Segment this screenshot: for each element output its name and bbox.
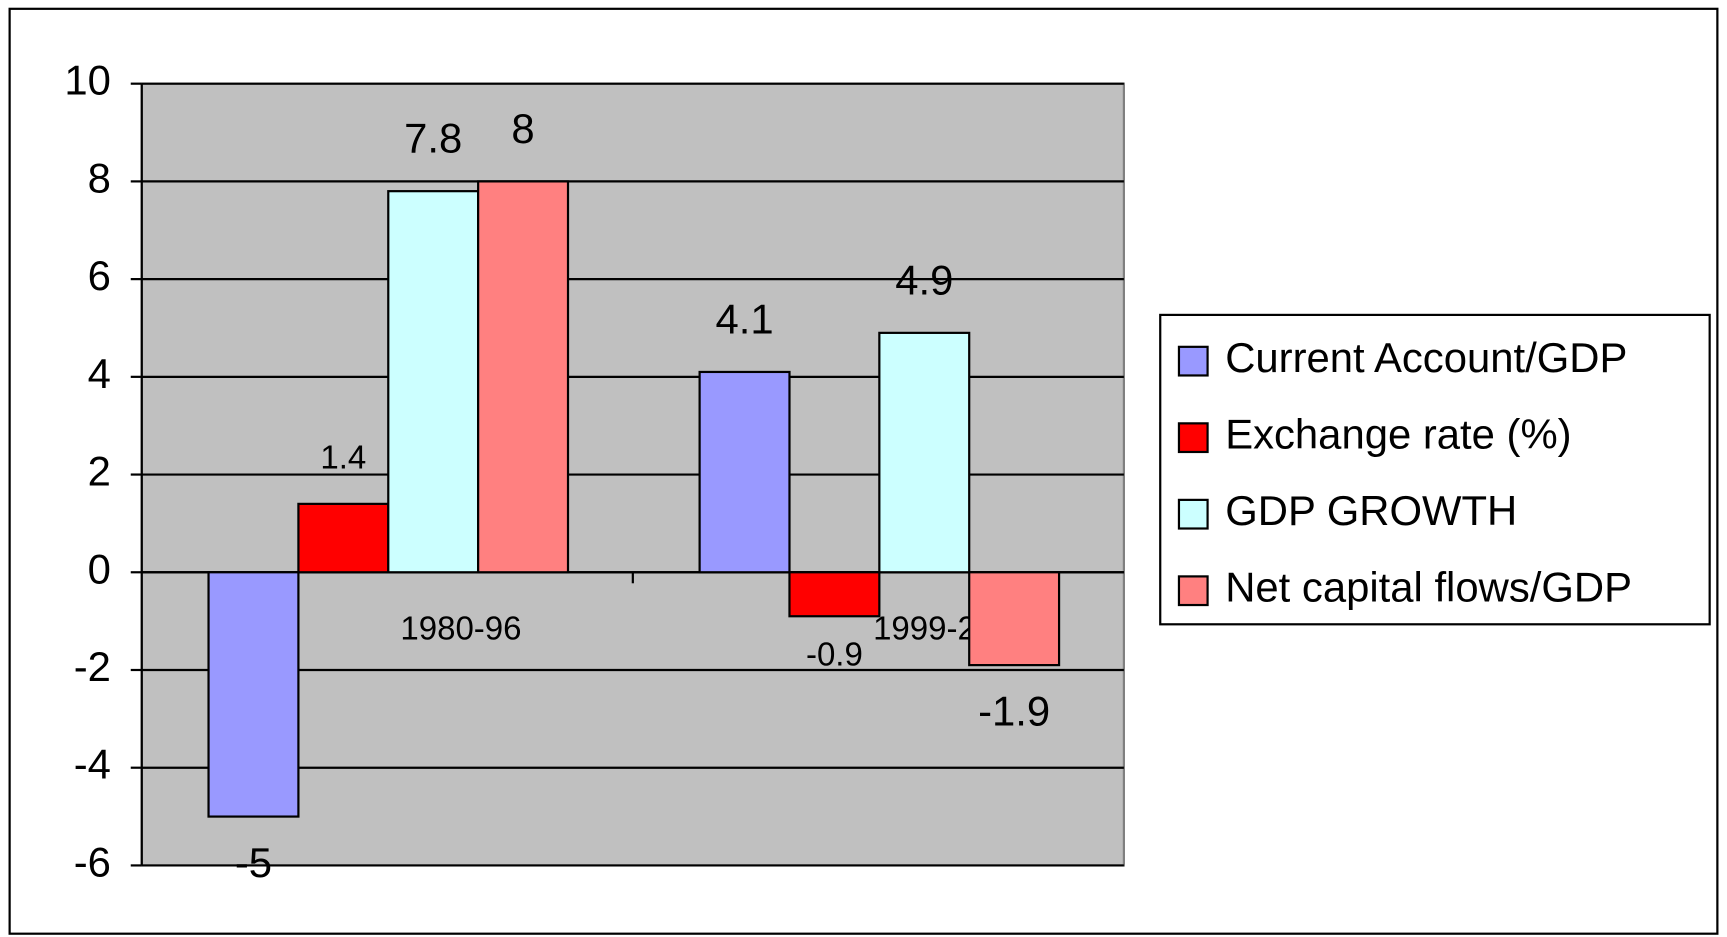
y-tick-label: 4 [88,350,111,397]
data-label: -0.9 [806,636,863,673]
bar [788,571,881,618]
legend-label: GDP GROWTH [1225,487,1517,534]
data-label: 1.4 [320,439,366,476]
data-label: 8 [511,105,534,152]
bar [297,502,390,574]
bar [207,571,300,818]
y-tick-label: -4 [74,741,111,788]
y-tick-label: 10 [64,57,111,104]
bar [698,370,791,574]
y-tick-label: 6 [88,252,111,299]
data-label: -1.9 [978,688,1050,735]
y-tick-label: 2 [88,448,111,495]
legend-swatch [1177,345,1209,377]
bar [387,190,480,574]
legend-swatch [1177,575,1209,607]
y-tick-label: -2 [74,643,111,690]
legend-label: Net capital flows/GDP [1225,564,1632,611]
x-tick-label: 1980-96 [400,609,521,646]
legend-swatch [1177,422,1209,454]
bar [878,331,971,574]
y-tick-label: -6 [74,838,111,885]
bar [968,571,1061,667]
data-label: 4.9 [895,256,953,303]
bar [477,180,570,574]
data-label: 7.8 [404,115,462,162]
legend-label: Exchange rate (%) [1225,411,1571,458]
legend-label: Current Account/GDP [1225,334,1627,381]
legend-swatch [1177,498,1209,530]
data-label: -5 [235,839,272,886]
legend-box [1159,313,1711,626]
data-label: 4.1 [715,295,773,342]
y-tick-label: 8 [88,154,111,201]
y-tick-label: 0 [88,545,111,592]
